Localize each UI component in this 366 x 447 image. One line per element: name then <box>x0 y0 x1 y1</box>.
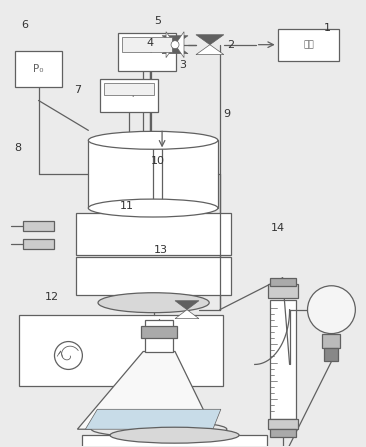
Bar <box>118 33 176 71</box>
Text: P₀: P₀ <box>33 63 44 74</box>
Bar <box>76 213 231 255</box>
Text: ~T: ~T <box>140 45 154 55</box>
Circle shape <box>171 41 179 49</box>
Polygon shape <box>175 301 199 310</box>
Bar <box>325 347 339 362</box>
Text: 6: 6 <box>21 21 28 30</box>
Text: 8: 8 <box>15 143 22 153</box>
Bar <box>268 419 298 429</box>
Polygon shape <box>175 310 199 319</box>
Text: ~T: ~T <box>123 90 136 99</box>
Bar <box>104 83 154 96</box>
Bar <box>23 221 55 231</box>
Bar <box>100 79 158 113</box>
Text: 1: 1 <box>324 22 330 33</box>
Bar <box>270 429 296 437</box>
Ellipse shape <box>98 293 209 312</box>
Bar <box>270 299 296 419</box>
Polygon shape <box>196 35 224 45</box>
Bar <box>122 37 172 52</box>
Text: 12: 12 <box>45 292 59 302</box>
Text: 14: 14 <box>271 223 285 233</box>
Polygon shape <box>196 45 224 55</box>
Bar <box>88 140 218 208</box>
Circle shape <box>55 342 82 369</box>
Bar <box>76 257 231 295</box>
Text: 13: 13 <box>154 245 168 255</box>
Ellipse shape <box>110 427 239 443</box>
Bar <box>82 435 267 447</box>
Text: 2: 2 <box>227 40 234 51</box>
Circle shape <box>307 286 355 333</box>
Polygon shape <box>162 36 188 45</box>
Polygon shape <box>175 32 184 58</box>
Bar <box>268 284 298 298</box>
Bar <box>19 315 223 386</box>
Bar <box>15 51 63 87</box>
Bar <box>270 278 296 286</box>
Bar <box>23 239 55 249</box>
Text: 3: 3 <box>179 60 187 71</box>
Text: 10: 10 <box>150 156 164 166</box>
Text: 11: 11 <box>119 201 134 211</box>
Text: 9: 9 <box>223 110 230 119</box>
Polygon shape <box>162 45 188 54</box>
Ellipse shape <box>88 199 218 217</box>
Bar <box>278 29 339 61</box>
Polygon shape <box>166 32 175 58</box>
Polygon shape <box>85 409 221 429</box>
Bar <box>322 333 340 347</box>
Text: 4: 4 <box>147 38 154 48</box>
Polygon shape <box>77 351 213 429</box>
Text: 进气: 进气 <box>303 40 314 49</box>
Bar <box>141 325 177 337</box>
Ellipse shape <box>92 421 227 437</box>
Bar <box>145 320 173 351</box>
Text: 7: 7 <box>74 85 81 95</box>
Ellipse shape <box>88 131 218 149</box>
Text: 5: 5 <box>154 16 161 26</box>
